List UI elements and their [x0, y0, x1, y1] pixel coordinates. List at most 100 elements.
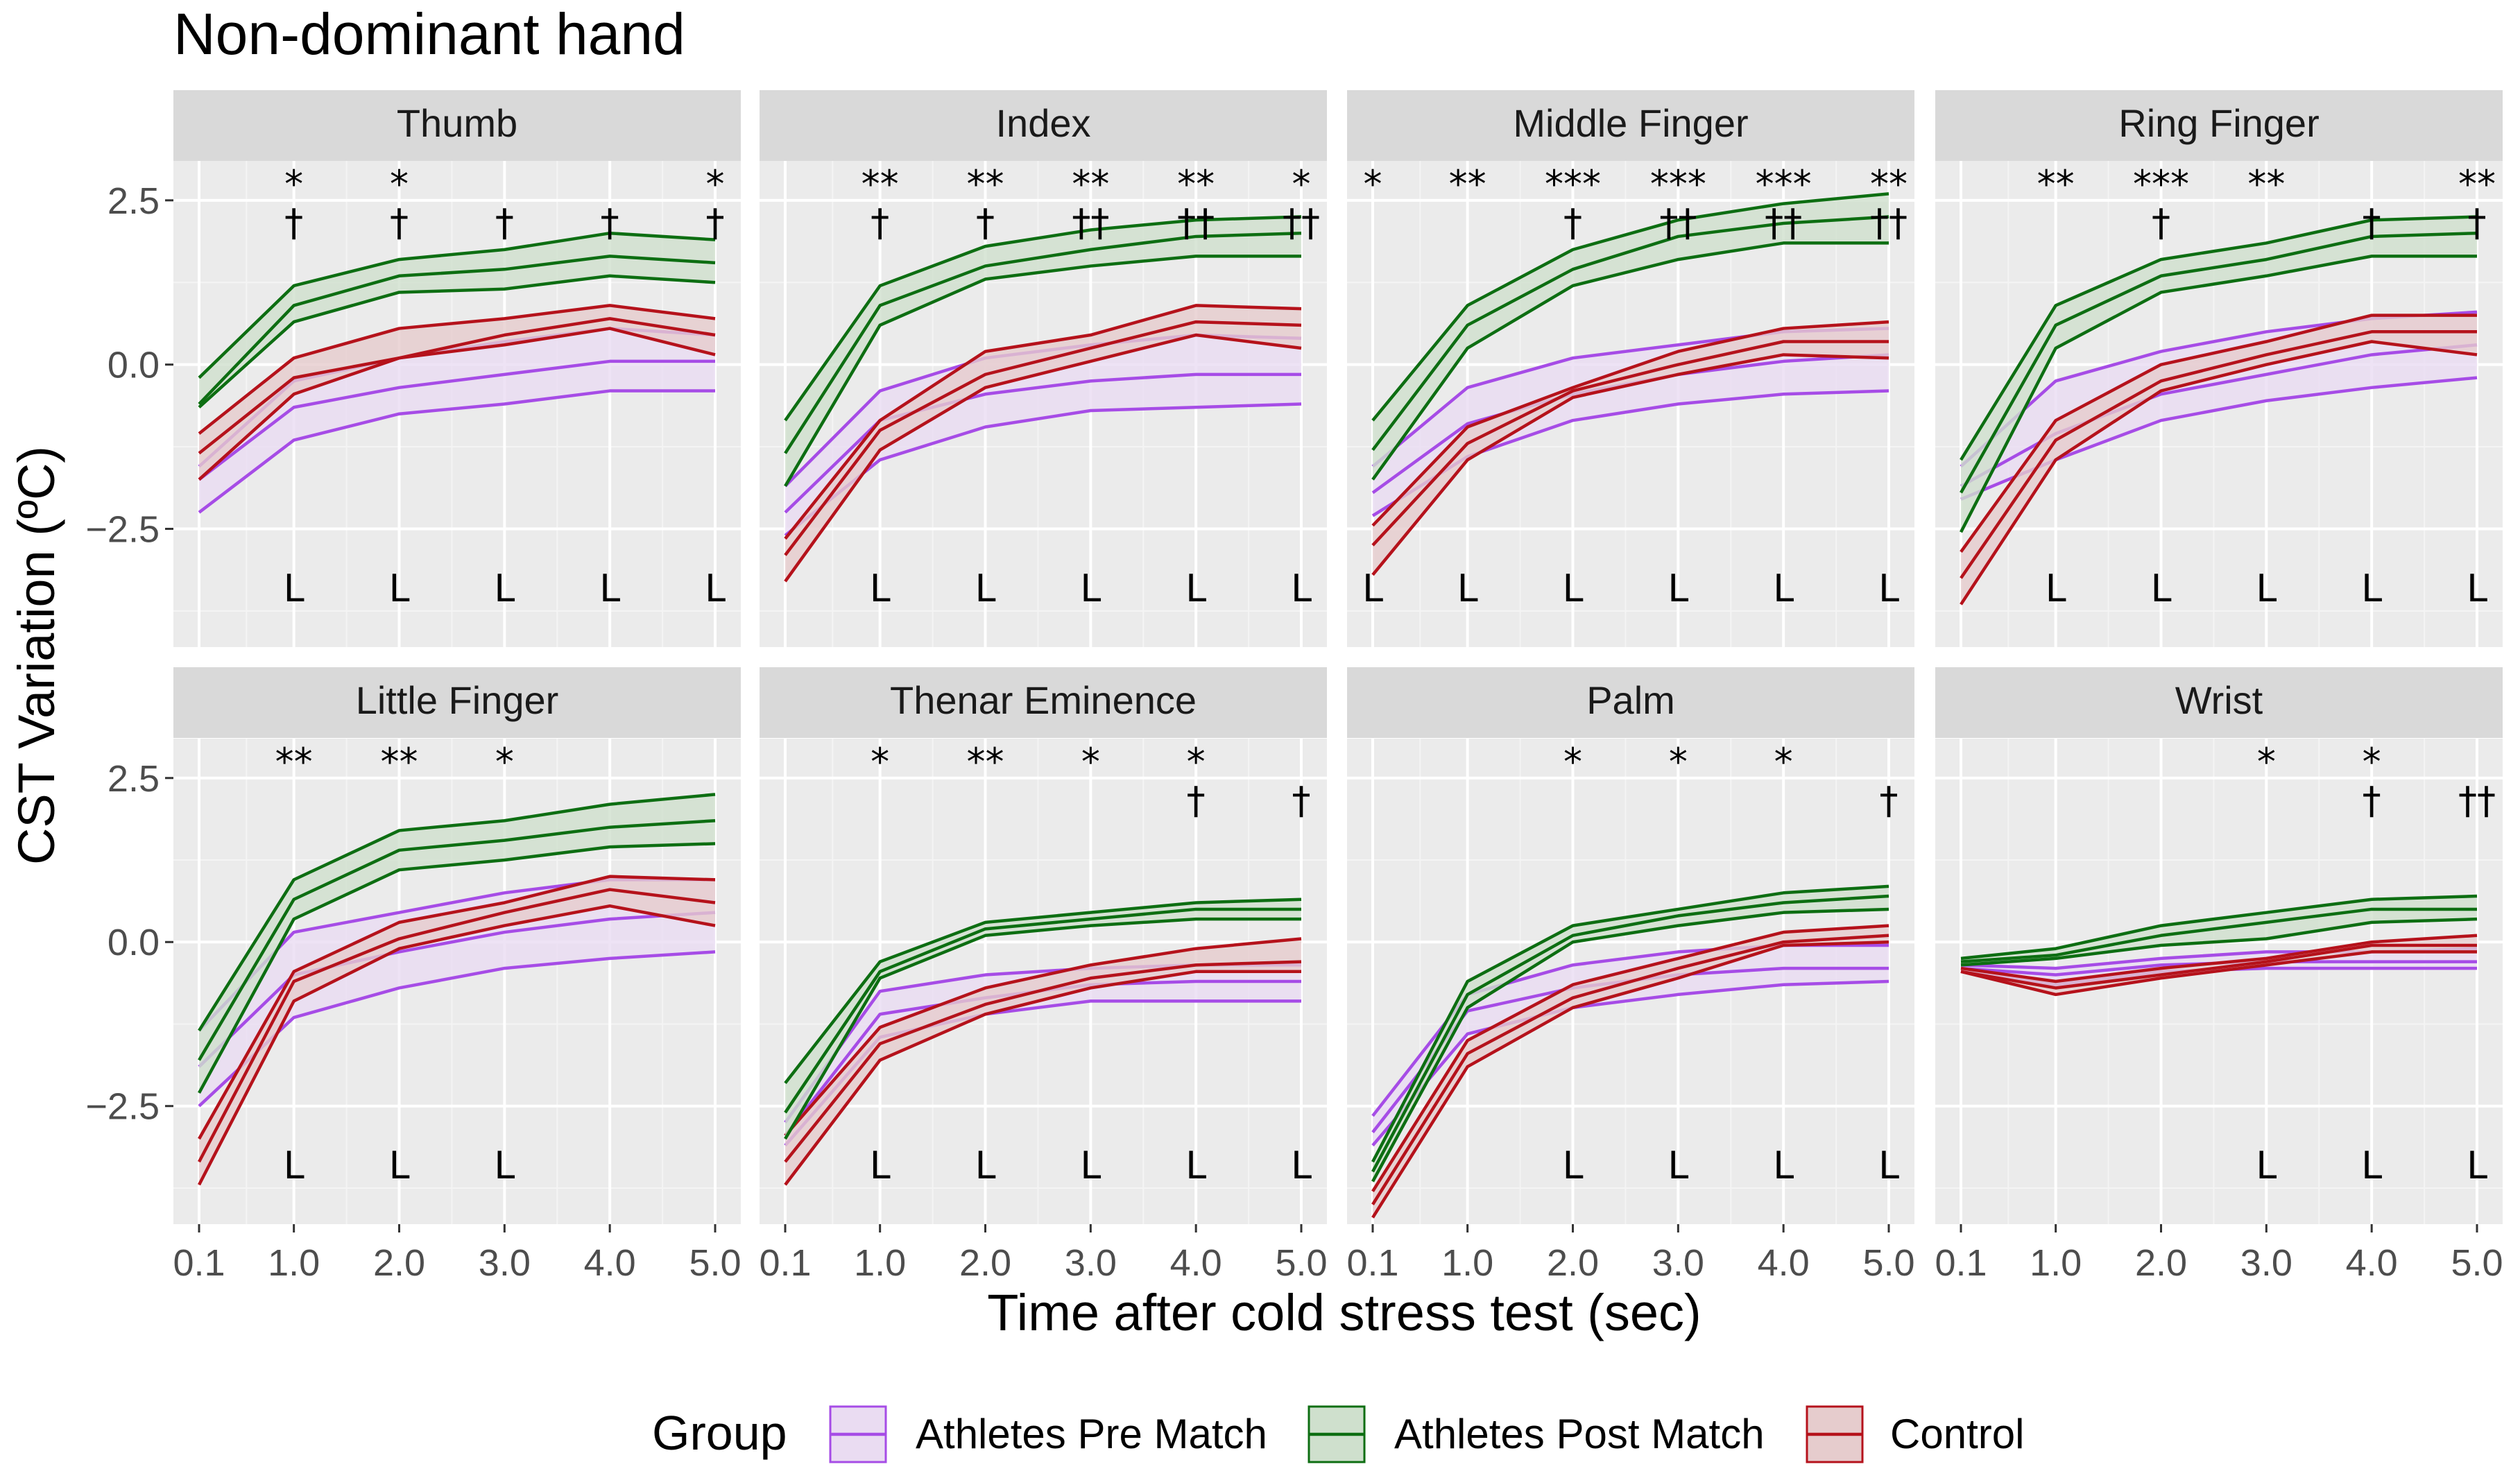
facet-strip — [1935, 667, 2503, 738]
significance-L: L — [2256, 567, 2277, 610]
confidence-band — [1961, 315, 2477, 605]
series-line — [198, 274, 716, 409]
significance-star: ** — [966, 162, 1004, 206]
series-line — [784, 907, 1301, 1114]
series-line — [1371, 934, 1889, 1205]
series-line — [1959, 255, 2477, 533]
significance-dagger: † — [390, 201, 409, 245]
significance-L: L — [2256, 1144, 2277, 1187]
facet-panel: Index**†L**†L**††L**††L*††L — [760, 90, 1327, 647]
series-line — [784, 231, 1302, 454]
x-tick-label: 5.0 — [1275, 1242, 1327, 1284]
series-line — [1371, 884, 1889, 1163]
facet-strip-label: Thenar Eminence — [890, 678, 1197, 722]
series-line — [198, 389, 715, 514]
facet-strip-label: Little Finger — [356, 678, 559, 722]
x-tick-label: 2.0 — [2135, 1242, 2187, 1284]
significance-L: L — [1878, 1144, 1899, 1187]
series-line — [1371, 192, 1889, 422]
significance-L: L — [1185, 567, 1206, 610]
series-line — [1371, 241, 1889, 481]
significance-star: * — [1364, 162, 1382, 206]
x-tick-label: 0.1 — [759, 1242, 811, 1284]
significance-star: * — [1292, 162, 1311, 206]
confidence-band — [1373, 328, 1889, 516]
legend-label: Athletes Post Match — [1394, 1411, 1765, 1457]
series-line — [198, 888, 716, 1163]
significance-L: L — [494, 567, 515, 610]
facet-panel: Palm*L*L*L†L0.1 1.0 2.0 3.0 4.0 5.0 — [1346, 667, 1915, 1284]
significance-star: * — [1563, 740, 1582, 784]
significance-dagger: † — [976, 201, 995, 245]
x-tick-label: 1.0 — [268, 1242, 320, 1284]
facet-panel: Little Finger ** L ** L * L 2.5 0.0 −2.5 0.1 1.0 2.0… — [85, 667, 742, 1284]
significance-L: L — [388, 567, 409, 610]
series-line — [198, 818, 716, 1061]
significance-L: L — [870, 567, 891, 610]
series-line — [198, 359, 715, 481]
significance-L: L — [2361, 567, 2382, 610]
facet-strip-label: Palm — [1586, 678, 1675, 722]
series-line — [1960, 950, 2477, 997]
facet-strip — [760, 667, 1327, 738]
legend-title: Group — [652, 1406, 787, 1460]
significance-star: * — [390, 162, 409, 206]
series-line — [198, 255, 716, 406]
legend: Group Athletes Pre Match Athletes Post Ma… — [652, 1405, 2024, 1463]
confidence-band — [199, 233, 715, 408]
facet-panel: Thumb*†L*†L†L†L*†L2.50.0−2.5 — [85, 90, 741, 647]
legend-label: Athletes Pre Match — [916, 1411, 1267, 1457]
series-line — [1960, 231, 2478, 494]
x-tick-label: 4.0 — [1170, 1242, 1222, 1284]
facet-panels: Thumb*†L*†L†L†L*†L2.50.0−2.5Index**†L**†… — [85, 90, 2503, 1284]
facet-strip-label: Thumb — [397, 101, 517, 145]
series-line — [784, 320, 1302, 556]
x-tick-label: 1.0 — [2030, 1242, 2082, 1284]
significance-L: L — [284, 1144, 305, 1187]
confidence-band — [199, 794, 715, 1093]
series-line — [1371, 353, 1889, 576]
x-tick-label: 4.0 — [2346, 1242, 2398, 1284]
x-tick-label: 3.0 — [1652, 1242, 1704, 1284]
confidence-band — [1373, 945, 1889, 1146]
x-tick-label: 0.1 — [1935, 1242, 1987, 1284]
significance-L: L — [975, 567, 995, 610]
significance-L: L — [2467, 1144, 2487, 1187]
x-tick-label: 4.0 — [584, 1242, 636, 1284]
series-line — [198, 875, 716, 1140]
significance-dagger: †† — [1870, 201, 1908, 245]
x-tick-label: 4.0 — [1758, 1242, 1810, 1284]
x-tick-label: 0.1 — [1346, 1242, 1398, 1284]
series-line — [1960, 313, 2477, 553]
facet-strip — [173, 90, 741, 161]
significance-star: ** — [1870, 162, 1908, 206]
significance-L: L — [494, 1144, 515, 1187]
significance-dagger: † — [284, 201, 303, 245]
significance-L: L — [388, 1144, 409, 1187]
significance-dagger: † — [1292, 779, 1311, 823]
significance-L: L — [1562, 567, 1583, 610]
y-tick-label: 2.5 — [108, 180, 160, 222]
significance-dagger: †† — [1283, 201, 1320, 245]
x-tick-label: 5.0 — [689, 1242, 741, 1284]
significance-L: L — [1185, 1144, 1206, 1187]
facet-strip — [760, 90, 1327, 161]
significance-dagger: †† — [1765, 201, 1802, 245]
significance-L: L — [1773, 1144, 1794, 1187]
significance-L: L — [1668, 567, 1688, 610]
significance-star: *** — [1650, 162, 1706, 206]
significance-star: ** — [275, 740, 313, 784]
series-line — [784, 897, 1302, 1085]
significance-star: *** — [1756, 162, 1812, 206]
significance-dagger: † — [1563, 201, 1582, 245]
x-tick-label: 3.0 — [1065, 1242, 1117, 1284]
significance-dagger: †† — [1177, 201, 1215, 245]
significance-dagger: † — [871, 201, 889, 245]
confidence-band — [1373, 322, 1889, 575]
series-line — [1371, 340, 1889, 547]
significance-L: L — [1291, 1144, 1312, 1187]
significance-star: ** — [1449, 162, 1486, 206]
significance-L: L — [1878, 567, 1899, 610]
significance-dagger: † — [706, 201, 725, 245]
significance-L: L — [1562, 1144, 1583, 1187]
